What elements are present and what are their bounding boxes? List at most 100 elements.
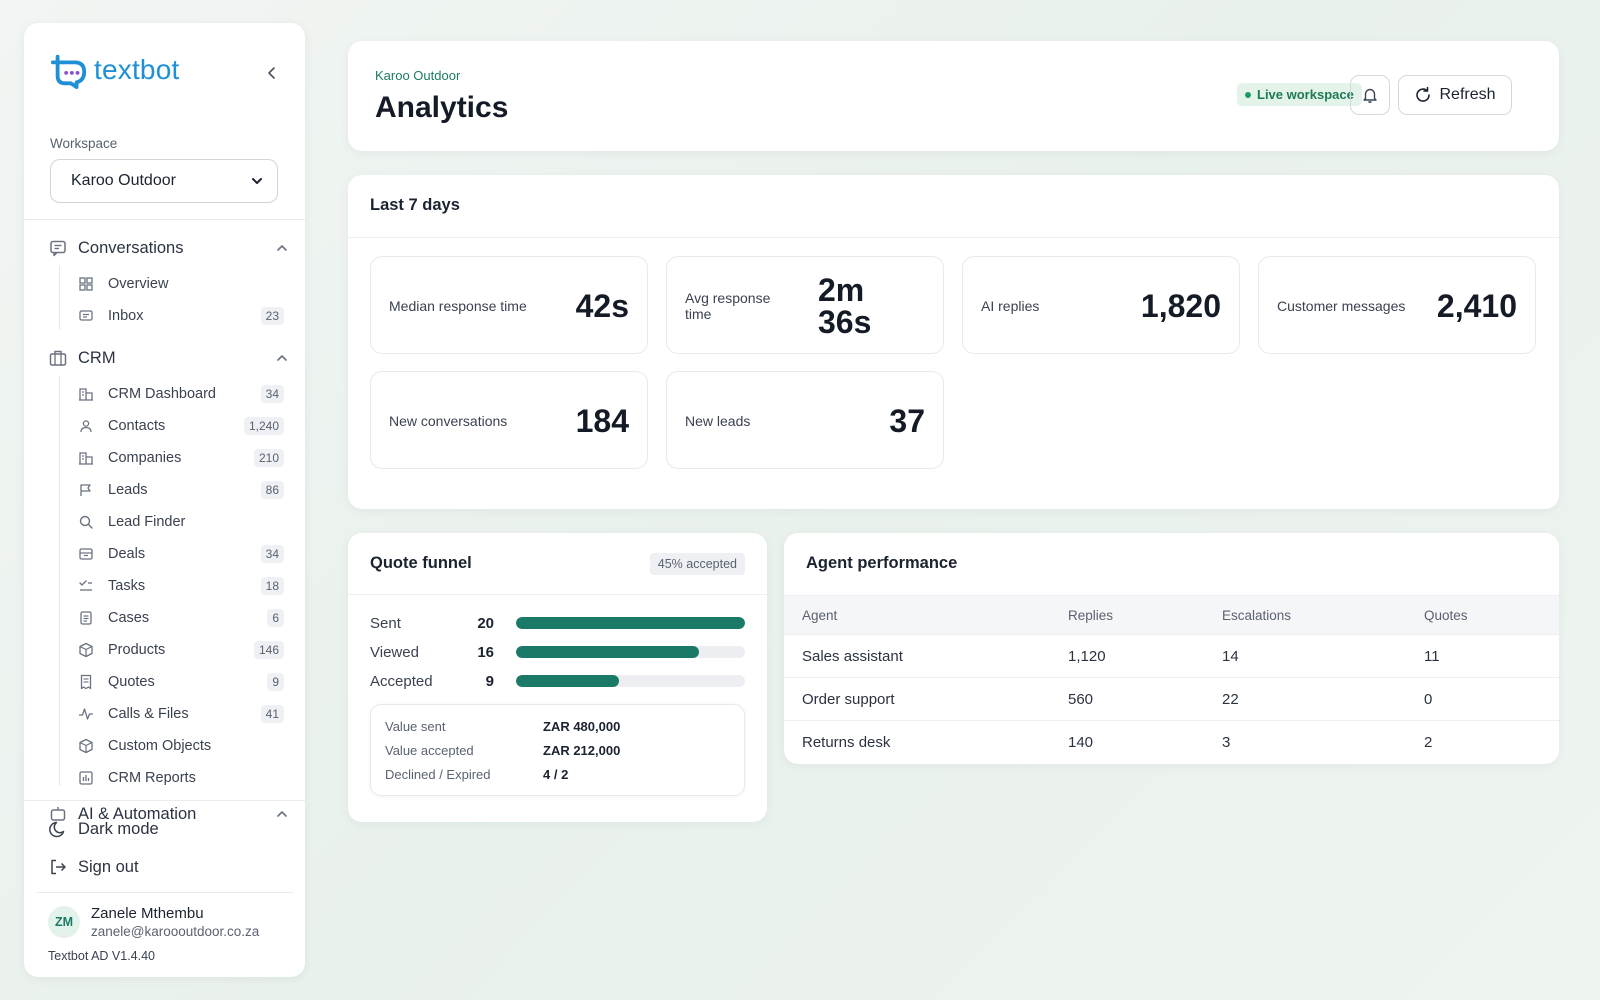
card-divider bbox=[348, 237, 1559, 238]
summary-label: Value accepted bbox=[385, 743, 474, 758]
stat-ai-replies: AI replies 1,820 bbox=[962, 256, 1240, 354]
sidebar-item-companies[interactable]: Companies 210 bbox=[78, 444, 284, 472]
funnel-bar-track bbox=[516, 646, 745, 658]
count-badge: 34 bbox=[260, 545, 284, 563]
cell-replies: 140 bbox=[1068, 734, 1094, 751]
sidebar-item-tasks[interactable]: Tasks 18 bbox=[78, 572, 284, 600]
chevron-up-icon bbox=[277, 355, 287, 361]
column-header-replies[interactable]: Replies bbox=[1068, 608, 1114, 623]
notifications-button[interactable] bbox=[1350, 75, 1390, 115]
count-badge: 1,240 bbox=[243, 417, 284, 435]
textbot-logo-icon bbox=[50, 54, 87, 89]
table-header: Agent Replies Escalations Quotes bbox=[784, 595, 1559, 635]
sidebar-item-label: Contacts bbox=[108, 418, 166, 434]
refresh-label: Refresh bbox=[1439, 86, 1496, 103]
table-row[interactable]: Sales assistant 1,120 14 11 bbox=[784, 635, 1559, 678]
avatar: ZM bbox=[48, 906, 80, 938]
cell-replies: 560 bbox=[1068, 691, 1094, 708]
bell-icon bbox=[1363, 88, 1377, 103]
sidebar-item-label: Cases bbox=[108, 610, 150, 626]
table-row[interactable]: Returns desk 140 3 2 bbox=[784, 721, 1559, 764]
sidebar-item-crm-reports[interactable]: CRM Reports bbox=[78, 764, 284, 792]
sign-out-label: Sign out bbox=[78, 857, 139, 876]
collapse-sidebar-button[interactable] bbox=[261, 65, 283, 87]
section-crm[interactable]: CRM bbox=[48, 344, 288, 372]
building-icon bbox=[79, 452, 93, 465]
column-header-quotes[interactable]: Quotes bbox=[1424, 608, 1468, 623]
sign-out-button[interactable]: Sign out bbox=[48, 852, 139, 882]
summary-label: Declined / Expired bbox=[385, 767, 491, 782]
status-badge-label: Live workspace bbox=[1257, 87, 1354, 102]
funnel-count: 16 bbox=[477, 643, 494, 661]
count-badge: 146 bbox=[253, 641, 284, 659]
cell-agent: Order support bbox=[802, 691, 895, 708]
users-icon bbox=[80, 420, 92, 433]
sidebar-item-overview[interactable]: Overview bbox=[78, 270, 284, 298]
cell-agent: Returns desk bbox=[802, 734, 891, 751]
sidebar-item-label: CRM Reports bbox=[108, 770, 196, 786]
cell-replies: 1,120 bbox=[1068, 648, 1106, 665]
stat-label: Avg response time bbox=[685, 290, 771, 322]
sidebar-item-custom-objects[interactable]: Custom Objects bbox=[78, 732, 284, 760]
funnel-row-sent: Sent 20 bbox=[370, 613, 745, 633]
receipt-icon bbox=[80, 674, 92, 690]
column-header-escalations[interactable]: Escalations bbox=[1222, 608, 1292, 623]
table-row[interactable]: Order support 560 22 0 bbox=[784, 678, 1559, 721]
sidebar-item-cases[interactable]: Cases 6 bbox=[78, 604, 284, 632]
stat-value: 37 bbox=[889, 403, 925, 439]
logo-text: textbot bbox=[94, 54, 180, 85]
package-icon bbox=[79, 642, 93, 658]
bot-icon bbox=[50, 807, 66, 821]
cell-quotes: 11 bbox=[1424, 648, 1440, 665]
last-7-days-card: Last 7 days Median response time 42s Avg… bbox=[348, 175, 1559, 509]
stat-avg-response-time: Avg response time 2m 36s bbox=[666, 256, 944, 354]
count-badge: 9 bbox=[267, 673, 284, 691]
sidebar-item-leads[interactable]: Leads 86 bbox=[78, 476, 284, 504]
funnel-count: 9 bbox=[485, 672, 494, 690]
refresh-icon bbox=[1416, 86, 1431, 102]
chevron-down-icon bbox=[252, 178, 262, 184]
quote-funnel-card: Quote funnel 45% accepted Sent 20 Viewed… bbox=[348, 533, 767, 822]
moon-icon bbox=[49, 821, 65, 838]
summary-label: Value sent bbox=[385, 719, 446, 734]
sidebar-item-contacts[interactable]: Contacts 1,240 bbox=[78, 412, 284, 440]
cell-escalations: 3 bbox=[1222, 734, 1231, 751]
cell-quotes: 2 bbox=[1424, 734, 1433, 751]
stat-new-conversations: New conversations 184 bbox=[370, 371, 648, 469]
section-conversations[interactable]: Conversations bbox=[48, 234, 288, 262]
funnel-bar-fill bbox=[516, 617, 745, 629]
message-square-icon bbox=[50, 240, 66, 257]
user-email: zanele@karoooutdoor.co.za bbox=[91, 924, 260, 939]
sidebar-item-calls-files[interactable]: Calls & Files 41 bbox=[78, 700, 284, 728]
user-name: Zanele Mthembu bbox=[91, 905, 204, 922]
refresh-button[interactable]: Refresh bbox=[1398, 75, 1512, 115]
dark-mode-toggle[interactable]: Dark mode bbox=[48, 814, 159, 844]
sidebar: textbot Workspace Karoo Outdoor Conversa… bbox=[24, 23, 305, 977]
sidebar-item-crm-dashboard[interactable]: CRM Dashboard 34 bbox=[78, 380, 284, 408]
summary-row: Value sent ZAR 480,000 bbox=[385, 719, 620, 734]
sidebar-nav[interactable]: Conversations Overview Inbox 23 CRM CRM … bbox=[24, 220, 305, 824]
funnel-bar-fill bbox=[516, 646, 700, 658]
sidebar-item-quotes[interactable]: Quotes 9 bbox=[78, 668, 284, 696]
stat-value: 2m 36s bbox=[818, 272, 872, 340]
sidebar-item-label: Companies bbox=[108, 450, 182, 466]
breadcrumb[interactable]: Karoo Outdoor bbox=[375, 68, 461, 83]
agent-performance-card: Agent performance Agent Replies Escalati… bbox=[784, 533, 1559, 764]
stat-value: 2,410 bbox=[1436, 288, 1517, 324]
column-header-agent[interactable]: Agent bbox=[802, 608, 838, 623]
chevron-up-icon bbox=[277, 811, 287, 817]
user-profile[interactable]: ZM Zanele Mthembu zanele@karoooutdoor.co… bbox=[48, 905, 259, 939]
sidebar-item-deals[interactable]: Deals 34 bbox=[78, 540, 284, 568]
card-divider bbox=[348, 594, 767, 595]
workspace-select[interactable]: Karoo Outdoor bbox=[50, 159, 278, 203]
stat-value: 184 bbox=[575, 403, 629, 439]
sidebar-item-inbox[interactable]: Inbox 23 bbox=[78, 302, 284, 330]
stat-label: AI replies bbox=[981, 298, 1040, 314]
box-icon bbox=[79, 738, 93, 754]
sidebar-item-products[interactable]: Products 146 bbox=[78, 636, 284, 664]
stat-value: 1,820 bbox=[1140, 288, 1221, 324]
section-ai-automation[interactable]: AI & Automation bbox=[48, 800, 288, 824]
sidebar-item-lead-finder[interactable]: Lead Finder bbox=[78, 508, 284, 536]
bar-chart-icon bbox=[79, 771, 93, 785]
summary-row: Value accepted ZAR 212,000 bbox=[385, 743, 620, 758]
